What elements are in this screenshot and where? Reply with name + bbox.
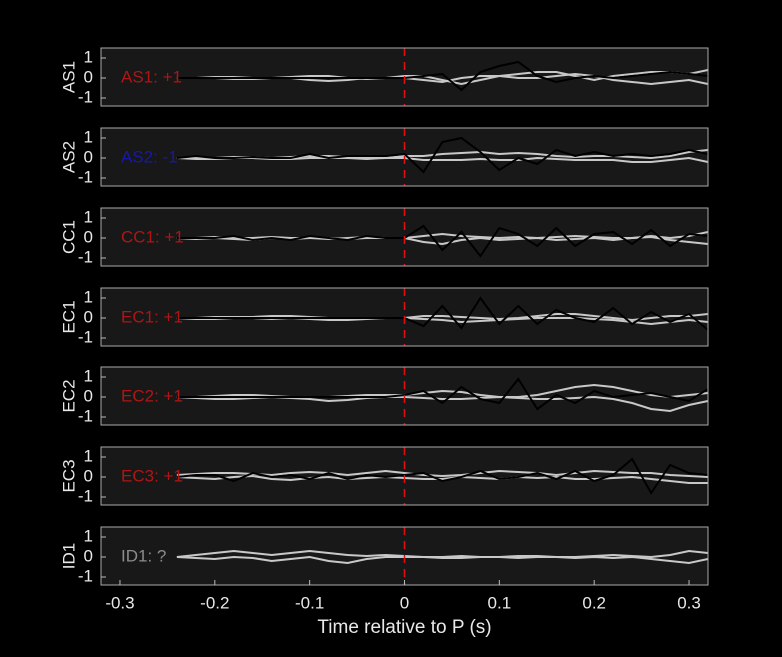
trace [176,296,708,331]
plot-area [176,377,708,413]
y-tick-label: 0 [84,147,93,166]
y-axis-label: EC1 [59,300,78,333]
y-axis-label: ID1 [59,543,78,569]
trace [176,474,708,484]
y-tick-label: -1 [78,247,93,266]
plot-area [176,296,708,331]
y-tick-label: -1 [78,406,93,425]
trace [176,377,708,411]
y-tick-label: 0 [84,227,93,246]
panel-frame [100,366,709,426]
x-axis-label: Time relative to P (s) [317,617,491,638]
plot-area [176,224,708,258]
x-tick-label: -0.1 [295,593,324,612]
y-tick-label: -1 [78,167,93,186]
x-tick-label: 0.2 [582,593,606,612]
y-axis-label: CC1 [59,220,78,254]
y-tick-label: 1 [84,127,93,146]
y-tick-label: -1 [78,87,93,106]
y-tick-label: -1 [78,566,93,585]
y-axis-label: AS2 [59,141,78,173]
annotation: CC1: +1 [121,227,184,246]
y-tick-label: -1 [78,486,93,505]
trace [176,555,708,565]
x-tick-label: 0.3 [677,593,701,612]
annotation: AS1: +1 [121,67,182,86]
annotation: AS2: -1 [121,147,178,166]
plot-area [176,549,708,565]
y-tick-label: 1 [84,446,93,465]
x-tick-label: 0 [400,593,409,612]
y-tick-label: 0 [84,546,93,565]
plot-area [176,136,708,174]
panel-frame [100,207,709,267]
panel-frame [100,47,709,107]
y-tick-label: 0 [84,67,93,86]
x-tick-label: 0.1 [488,593,512,612]
trace [176,136,708,174]
y-tick-label: 1 [84,526,93,545]
panel-frame [100,127,709,187]
annotation: EC3: +1 [121,466,183,485]
y-axis-label: EC3 [59,459,78,492]
y-tick-label: 0 [84,466,93,485]
trace [176,383,708,399]
y-tick-label: 1 [84,207,93,226]
annotation: EC1: +1 [121,307,183,326]
annotation: ID1: ? [121,546,166,565]
panel-frame [100,287,709,347]
y-tick-label: 1 [84,366,93,385]
plot-area [176,457,708,495]
x-tick-label: -0.3 [105,593,134,612]
plot-area [176,60,708,92]
trace [176,60,708,92]
y-tick-label: 1 [84,47,93,66]
trace [176,457,708,495]
y-tick-label: 0 [84,307,93,326]
panel-frame [100,446,709,506]
y-axis-label: AS1 [59,61,78,93]
trace [176,313,708,322]
trace [176,231,708,241]
trace [176,224,708,258]
y-axis-label: EC2 [59,379,78,412]
annotation: EC2: +1 [121,386,183,405]
y-tick-label: 0 [84,386,93,405]
y-tick-label: 1 [84,287,93,306]
x-tick-label: -0.2 [200,593,229,612]
y-tick-label: -1 [78,327,93,346]
